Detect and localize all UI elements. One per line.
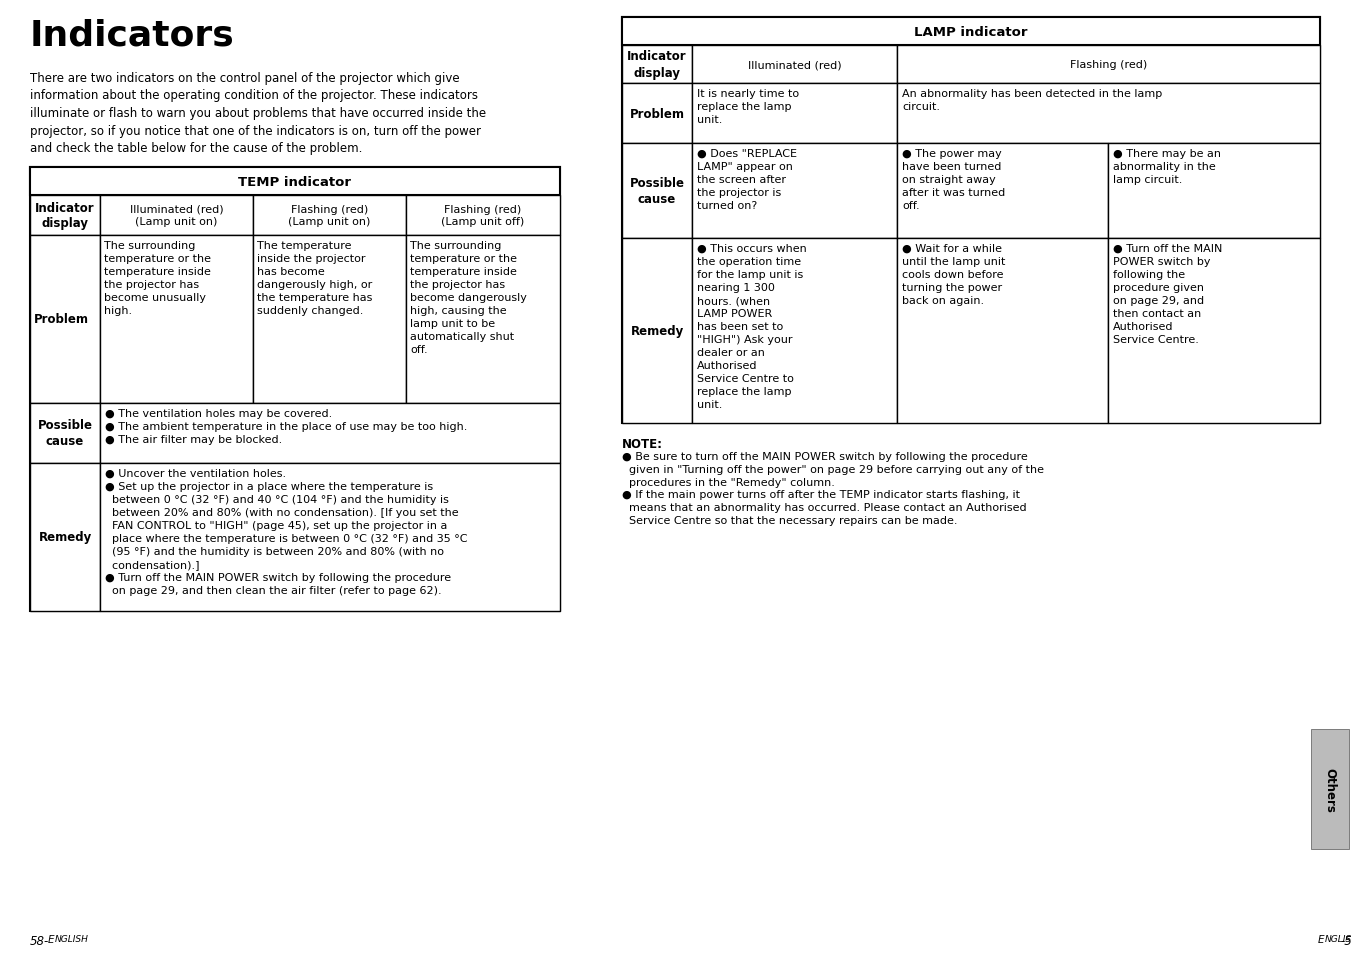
Text: -59: -59 — [1340, 934, 1351, 947]
Text: The surrounding
temperature or the
temperature inside
the projector has
become u: The surrounding temperature or the tempe… — [104, 241, 211, 315]
Bar — [30, 463, 100, 612]
Text: ● There may be an
abnormality in the
lamp circuit.: ● There may be an abnormality in the lam… — [1113, 149, 1221, 185]
Text: Illuminated (red)
(Lamp unit on): Illuminated (red) (Lamp unit on) — [130, 205, 223, 227]
Text: The surrounding
temperature or the
temperature inside
the projector has
become d: The surrounding temperature or the tempe… — [409, 241, 527, 355]
Bar — [897, 84, 1320, 144]
Bar — [897, 46, 1320, 84]
Text: ● Turn off the MAIN
POWER switch by
following the
procedure given
on page 29, an: ● Turn off the MAIN POWER switch by foll… — [1113, 244, 1223, 345]
Text: The temperature
inside the projector
has become
dangerously high, or
the tempera: The temperature inside the projector has… — [257, 241, 373, 315]
Text: E: E — [1319, 934, 1324, 944]
Bar — [30, 168, 561, 612]
Text: E: E — [49, 934, 54, 944]
Bar — [30, 403, 100, 463]
Bar — [692, 84, 897, 144]
Text: ● The ventilation holes may be covered.
● The ambient temperature in the place o: ● The ventilation holes may be covered. … — [105, 409, 467, 445]
Bar — [621, 18, 1320, 46]
Text: Possible
cause: Possible cause — [630, 177, 685, 206]
Bar — [621, 84, 692, 144]
Bar — [1108, 144, 1320, 239]
Text: Problem: Problem — [34, 314, 89, 326]
Bar — [30, 168, 561, 195]
Text: ● Uncover the ventilation holes.
● Set up the projector in a place where the tem: ● Uncover the ventilation holes. ● Set u… — [105, 469, 467, 596]
Text: Possible
cause: Possible cause — [38, 419, 92, 448]
Bar — [253, 235, 407, 403]
Bar — [100, 403, 561, 463]
Text: Flashing (red)
(Lamp unit off): Flashing (red) (Lamp unit off) — [442, 205, 524, 227]
Text: NGLISH: NGLISH — [1325, 934, 1351, 943]
Text: It is nearly time to
replace the lamp
unit.: It is nearly time to replace the lamp un… — [697, 89, 800, 125]
Text: ● If the main power turns off after the TEMP indicator starts flashing, it
  mea: ● If the main power turns off after the … — [621, 490, 1027, 525]
Bar — [100, 235, 253, 403]
Bar — [621, 46, 692, 84]
Bar — [253, 195, 407, 235]
Text: LAMP indicator: LAMP indicator — [915, 26, 1028, 38]
Text: Illuminated (red): Illuminated (red) — [747, 60, 842, 70]
Bar — [1108, 239, 1320, 423]
Bar — [897, 239, 1108, 423]
Text: Remedy: Remedy — [631, 325, 684, 337]
Text: 58-: 58- — [30, 934, 49, 947]
Text: ● Wait for a while
until the lamp unit
cools down before
turning the power
back : ● Wait for a while until the lamp unit c… — [902, 244, 1005, 306]
Text: An abnormality has been detected in the lamp
circuit.: An abnormality has been detected in the … — [902, 89, 1162, 112]
Text: TEMP indicator: TEMP indicator — [239, 175, 351, 189]
Text: Indicator
display: Indicator display — [35, 201, 95, 231]
Text: Problem: Problem — [630, 108, 685, 120]
Bar — [621, 18, 1320, 423]
Text: Indicator
display: Indicator display — [627, 51, 686, 79]
Bar — [692, 239, 897, 423]
Bar — [897, 144, 1108, 239]
Text: ● Be sure to turn off the MAIN POWER switch by following the procedure
  given i: ● Be sure to turn off the MAIN POWER swi… — [621, 452, 1044, 488]
Bar — [100, 195, 253, 235]
Bar — [692, 144, 897, 239]
Text: Indicators: Indicators — [30, 18, 235, 52]
Bar — [1310, 729, 1350, 849]
Text: There are two indicators on the control panel of the projector which give
inform: There are two indicators on the control … — [30, 71, 486, 154]
Text: NGLISH: NGLISH — [55, 934, 89, 943]
Text: NOTE:: NOTE: — [621, 437, 663, 451]
Bar — [407, 235, 561, 403]
Text: Remedy: Remedy — [38, 531, 92, 544]
Bar — [407, 195, 561, 235]
Text: Others: Others — [1324, 767, 1336, 812]
Text: Flashing (red)
(Lamp unit on): Flashing (red) (Lamp unit on) — [288, 205, 370, 227]
Bar — [100, 463, 561, 612]
Bar — [621, 239, 692, 423]
Bar — [30, 195, 100, 235]
Text: ● The power may
have been turned
on straight away
after it was turned
off.: ● The power may have been turned on stra… — [902, 149, 1005, 211]
Bar — [30, 235, 100, 403]
Bar — [692, 46, 897, 84]
Bar — [621, 144, 692, 239]
Text: ● Does "REPLACE
LAMP" appear on
the screen after
the projector is
turned on?: ● Does "REPLACE LAMP" appear on the scre… — [697, 149, 797, 211]
Text: Flashing (red): Flashing (red) — [1070, 60, 1147, 70]
Text: ● This occurs when
the operation time
for the lamp unit is
nearing 1 300
hours. : ● This occurs when the operation time fo… — [697, 244, 807, 410]
